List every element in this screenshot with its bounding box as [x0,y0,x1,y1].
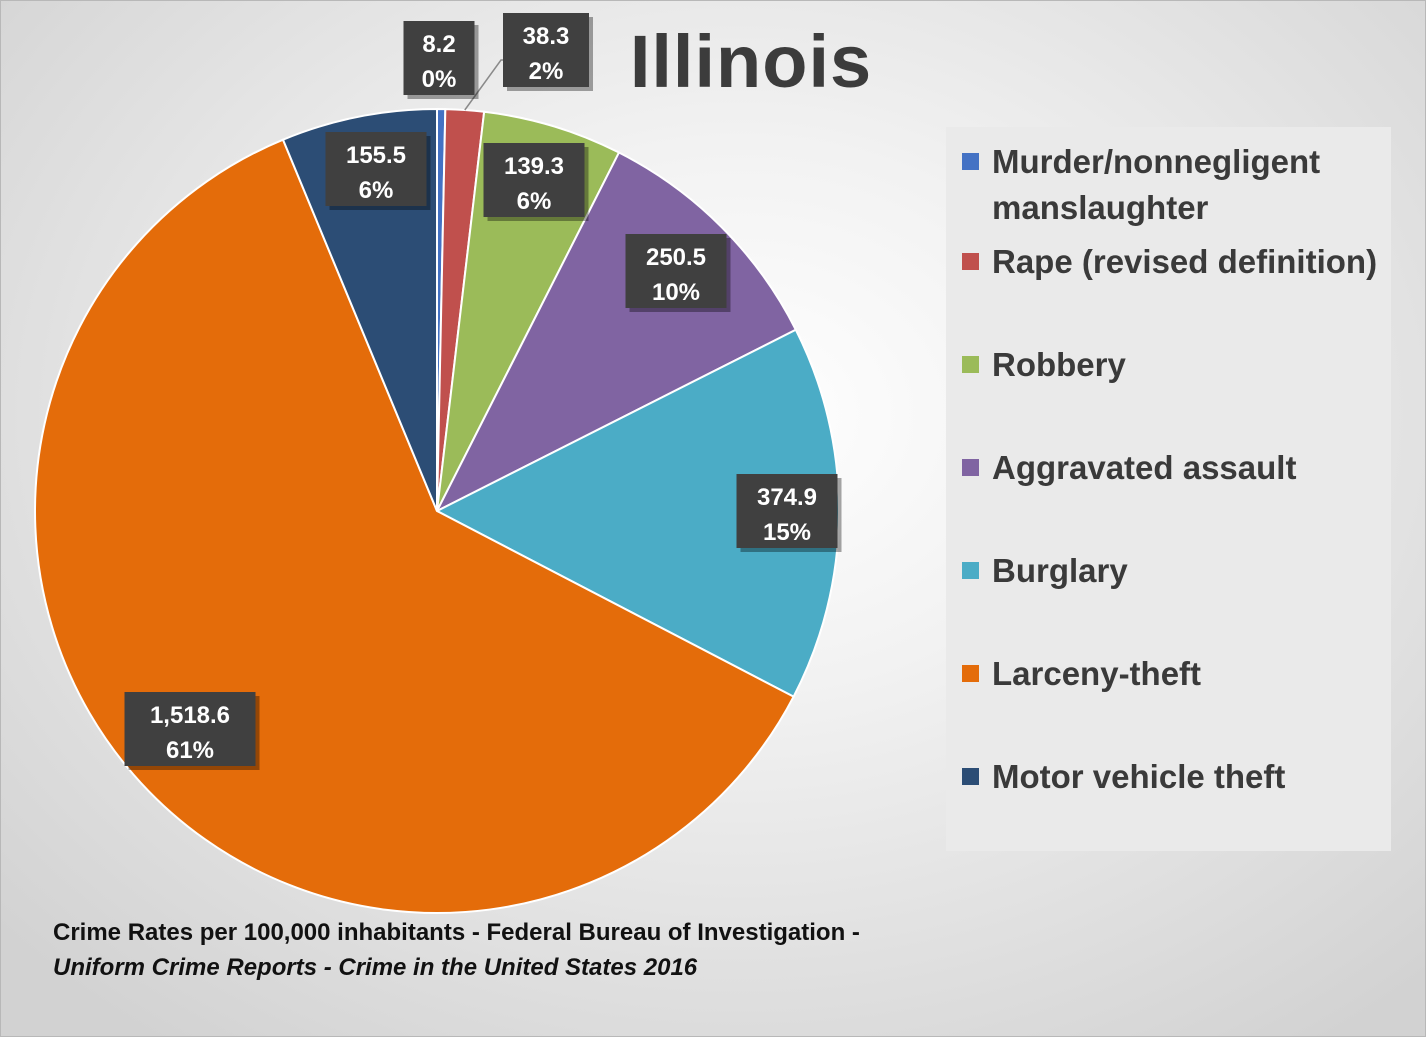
data-label-value: 139.3 [504,153,564,180]
data-label-larceny-theft: 1,518.6 61% [124,692,260,770]
data-label-robbery: 139.3 6% [483,143,589,221]
legend-swatch-robbery [962,356,979,373]
data-label-murder: 8.20% [403,21,479,99]
legend-label-burglary: Burglary [992,552,1128,589]
data-label-box [625,234,727,308]
legend-label-murder: Murder/nonnegligent manslaughter [992,143,1321,226]
data-label-percent: 15% [763,519,811,546]
legend-swatch-burglary [962,562,979,579]
legend-label-robbery: Robbery [992,346,1126,383]
legend-item-aggravated-assault: Aggravated assault [960,445,1385,491]
data-label-box [736,474,838,548]
legend: Murder/nonnegligent manslaughter Rape (r… [946,127,1391,851]
data-label-percent: 6% [517,188,552,215]
data-label-value: 155.5 [346,142,406,169]
legend-item-motor-vehicle-theft: Motor vehicle theft [960,754,1385,800]
legend-label-motor-vehicle-theft: Motor vehicle theft [992,758,1286,795]
legend-item-robbery: Robbery [960,342,1385,388]
legend-swatch-aggravated-assault [962,459,979,476]
data-label-value: 374.9 [757,484,817,511]
pie-slice-burglary [434,328,840,698]
data-label-percent: 10% [652,279,700,306]
legend-swatch-rape [962,253,979,270]
chart-title: Illinois [629,20,873,103]
data-label-motor-vehicle-theft: 155.5 6% [325,132,431,210]
data-label-rape: 38.3 2% [503,13,593,91]
legend-label-larceny-theft: Larceny-theft [992,655,1202,692]
legend-item-murder: Murder/nonnegligent manslaughter [960,139,1385,231]
data-label-percent: 0% [422,66,457,93]
legend-item-rape: Rape (revised definition) [960,239,1385,285]
data-label-value: 38.3 [523,23,570,50]
data-label-box [503,13,589,87]
pie-slice-motor-vehicle-theft [281,107,438,512]
data-label-aggravated-assault: 250.5 10% [625,234,731,312]
legend-label-rape: Rape (revised definition) [992,243,1378,280]
data-label-box [403,21,475,95]
data-label-percent: 61% [166,737,214,764]
source-note: Crime Rates per 100,000 inhabitants - Fe… [53,915,873,985]
data-label-percent: 2% [529,58,564,85]
source-text: Crime Rates per 100,000 inhabitants - Fe… [53,919,860,946]
data-label-value: 1,518.6 [150,702,230,729]
legend-swatch-murder [962,153,979,170]
data-label-box [124,692,256,766]
source-title: Uniform Crime Reports - Crime in the Uni… [53,954,698,981]
legend-item-burglary: Burglary [960,548,1385,594]
legend-swatch-motor-vehicle-theft [962,768,979,785]
data-label-burglary: 374.9 15% [736,474,842,552]
data-label-value: 250.5 [646,244,706,271]
data-label-box [325,132,427,206]
data-label-box [483,143,585,217]
data-label-percent: 6% [359,177,394,204]
legend-swatch-larceny-theft [962,665,979,682]
data-label-value: 8.2 [422,31,455,58]
legend-item-larceny-theft: Larceny-theft [960,651,1385,697]
legend-label-aggravated-assault: Aggravated assault [992,449,1297,486]
